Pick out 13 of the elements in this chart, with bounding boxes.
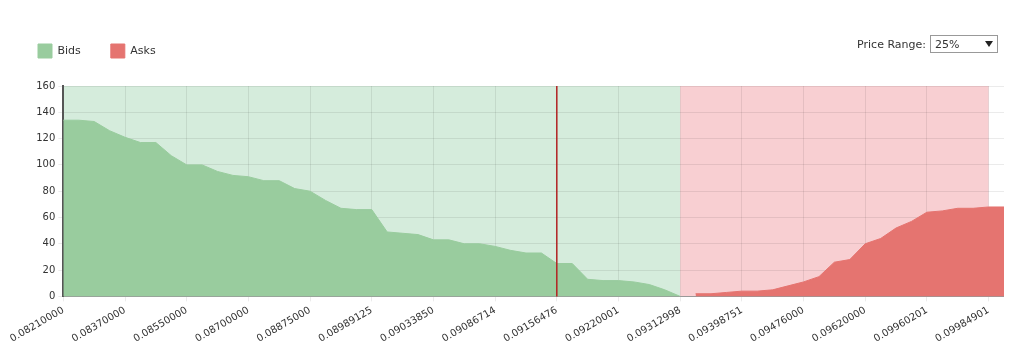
y-tick-label: 60 (42, 211, 56, 223)
legend-label: Asks (130, 43, 156, 57)
y-tick-label: 120 (36, 132, 56, 144)
y-tick-label: 0 (48, 289, 56, 301)
y-tick-label: 80 (42, 184, 56, 196)
y-tick-label: 20 (42, 263, 56, 275)
y-tick-label: 100 (36, 158, 56, 170)
y-tick-label: 140 (36, 105, 56, 117)
legend-label: Bids (57, 43, 82, 57)
dropdown-field: 25% (930, 35, 998, 53)
y-tick-label: 160 (36, 79, 56, 91)
y-tick-label: 40 (42, 237, 56, 249)
text: Price Range: (857, 37, 926, 51)
